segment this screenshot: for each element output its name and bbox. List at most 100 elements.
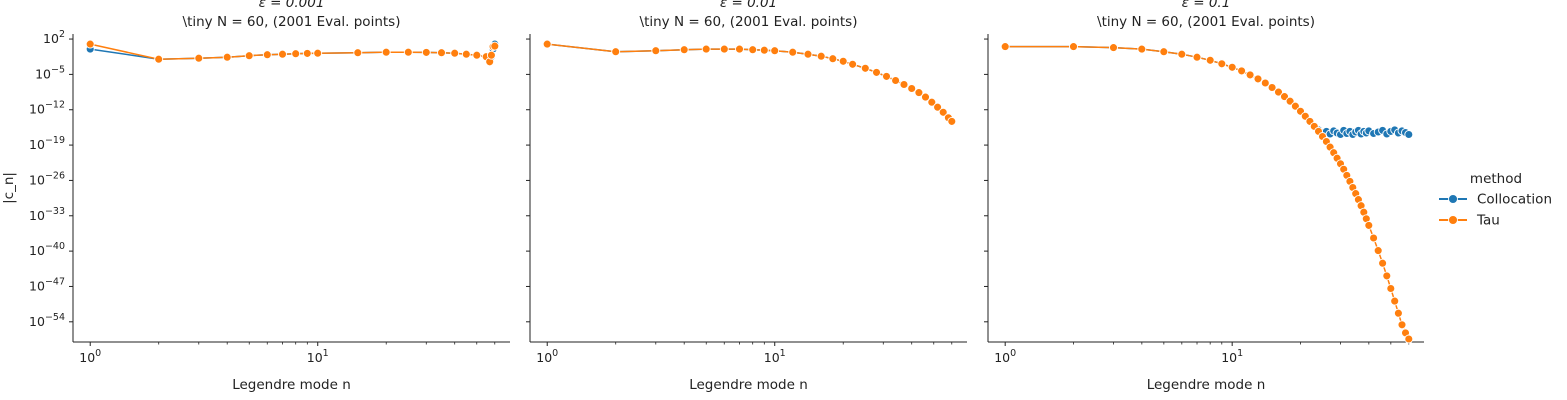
- data-point: [490, 41, 500, 51]
- legend-entry-collocation: Collocation: [1439, 192, 1552, 208]
- data-point: [291, 49, 301, 59]
- data-point: [927, 97, 937, 107]
- data-point: [85, 39, 95, 49]
- panel-title-line2: \tiny N = 60, (2001 Eval. points): [183, 14, 401, 30]
- legend-title: method: [1470, 171, 1522, 187]
- data-point: [848, 59, 858, 69]
- data-point: [461, 49, 471, 59]
- x-tick-label: 100: [536, 348, 558, 365]
- y-tick-label: 10−12: [29, 100, 65, 117]
- data-point: [899, 80, 909, 89]
- data-point: [719, 44, 729, 54]
- data-point: [1364, 220, 1374, 230]
- data-point: [679, 45, 689, 55]
- data-point: [542, 39, 552, 49]
- y-tick-label: 10−19: [29, 135, 65, 152]
- x-tick-label: 100: [79, 348, 101, 365]
- data-point: [788, 47, 798, 57]
- data-point: [1393, 308, 1403, 318]
- y-tick-label: 10−40: [29, 241, 65, 258]
- panel-title-line1: ε = 0.1: [1182, 0, 1231, 11]
- panel-3: 100 101 ε = 0.1 \tiny N = 60, (2001 Eval. p…: [984, 0, 1424, 393]
- y-tick-label: 10−47: [29, 276, 65, 293]
- series-tau: [85, 39, 500, 67]
- data-point: [947, 116, 957, 126]
- x-tick-label: 101: [307, 348, 329, 365]
- data-point: [302, 48, 312, 58]
- series-collocation: [1000, 42, 1414, 139]
- data-point: [933, 102, 943, 112]
- panel-2: 100 101 ε = 0.01 \tiny N = 60, (2001 Eval. …: [526, 0, 967, 393]
- data-point: [1237, 66, 1247, 76]
- data-point: [381, 47, 391, 57]
- data-point: [1378, 258, 1388, 268]
- data-point: [1137, 44, 1147, 54]
- data-point: [1397, 320, 1407, 330]
- x-tick-label: 101: [1221, 348, 1243, 365]
- data-point: [421, 47, 431, 57]
- data-point: [872, 67, 881, 77]
- data-point: [759, 45, 769, 55]
- data-point: [891, 76, 901, 85]
- data-point: [735, 44, 744, 54]
- data-point: [313, 48, 323, 58]
- data-point: [1274, 87, 1283, 97]
- data-point: [907, 84, 917, 93]
- data-point: [1000, 42, 1010, 52]
- data-point: [1177, 49, 1187, 59]
- data-point: [860, 63, 870, 73]
- legend-marker: [1448, 215, 1458, 225]
- data-point: [701, 44, 711, 54]
- data-point: [403, 47, 413, 57]
- data-point: [882, 71, 891, 81]
- data-point: [1386, 284, 1396, 293]
- data-point: [1227, 62, 1237, 72]
- data-point: [472, 50, 482, 60]
- data-point: [353, 48, 363, 58]
- data-point: [1369, 233, 1379, 243]
- data-point: [194, 53, 204, 63]
- x-tick-label: 101: [764, 348, 786, 365]
- data-point: [1159, 47, 1169, 57]
- series-line: [547, 43, 953, 122]
- series-line: [547, 43, 953, 122]
- data-point: [486, 50, 496, 60]
- data-point: [437, 48, 446, 58]
- x-tick-label: 100: [994, 348, 1016, 365]
- data-point: [938, 107, 948, 117]
- data-point: [244, 51, 254, 61]
- x-axis-label: Legendre mode n: [232, 377, 351, 393]
- legend-entry-tau: Tau: [1439, 213, 1500, 229]
- data-point: [262, 50, 272, 60]
- data-point: [1109, 43, 1118, 53]
- data-point: [921, 92, 930, 102]
- data-point: [222, 52, 232, 62]
- data-point: [611, 47, 621, 57]
- data-point: [748, 45, 758, 55]
- data-point: [154, 54, 164, 64]
- data-point: [278, 49, 287, 59]
- panel-title-line1: ε = 0.01: [720, 0, 777, 11]
- data-point: [1382, 271, 1392, 281]
- x-axis-label: Legendre mode n: [689, 377, 808, 393]
- y-tick-label: 102: [43, 29, 65, 46]
- data-point: [828, 54, 838, 64]
- y-axis-label: |c_n|: [1, 172, 17, 204]
- data-point: [1069, 42, 1078, 52]
- data-point: [1205, 55, 1215, 65]
- data-point: [1373, 246, 1383, 256]
- data-point: [816, 51, 826, 61]
- x-axis-label: Legendre mode n: [1147, 377, 1266, 393]
- panel-1: 102 10−5 10−12 10−19 10−26 10−33 10−40 10−47 10−…: [1, 0, 510, 393]
- data-point: [914, 88, 924, 98]
- data-point: [651, 46, 661, 56]
- data-point: [1404, 334, 1414, 344]
- legend-marker: [1448, 194, 1458, 204]
- data-point: [1390, 296, 1400, 306]
- panel-title-line2: \tiny N = 60, (2001 Eval. points): [1097, 14, 1315, 30]
- legend-label: Tau: [1476, 213, 1500, 229]
- data-point: [838, 56, 848, 66]
- data-point: [450, 48, 460, 58]
- data-point: [1285, 96, 1295, 106]
